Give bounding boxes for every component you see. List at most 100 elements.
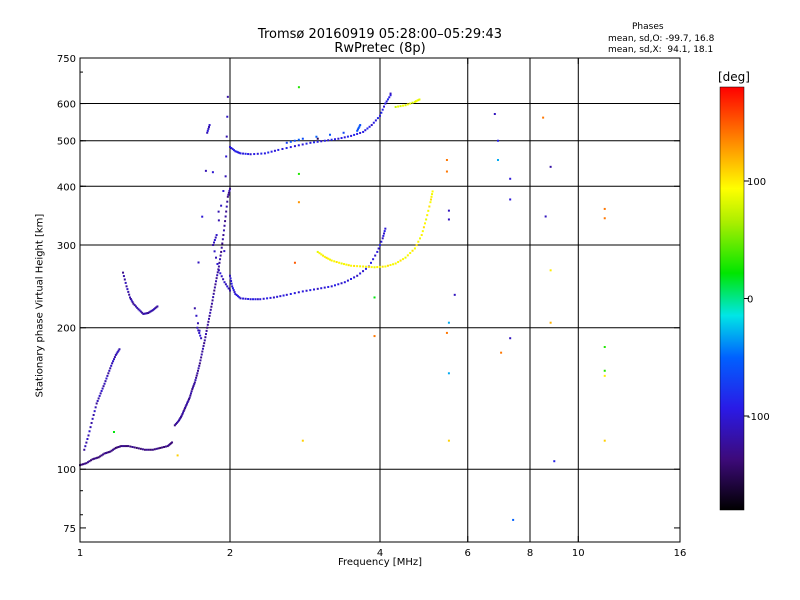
trace-point: [402, 104, 405, 107]
trace-point: [342, 131, 345, 134]
trace-point: [91, 417, 94, 420]
trace-point: [429, 201, 432, 204]
scatter-point: [453, 293, 456, 296]
trace-point: [356, 274, 359, 277]
trace-point: [200, 337, 203, 340]
trace-point: [100, 454, 103, 457]
trace-point: [225, 155, 228, 158]
colorbar-tick-label: 0: [747, 295, 753, 306]
trace-point: [230, 280, 233, 283]
trace-point: [122, 271, 125, 274]
y-tick-label: 400: [57, 182, 76, 193]
trace-point: [247, 153, 250, 156]
trace-point: [301, 137, 304, 140]
trace-point: [184, 405, 187, 408]
trace-point: [222, 278, 225, 281]
trace-point: [166, 445, 169, 448]
trace-point: [316, 250, 319, 253]
trace-point: [313, 141, 316, 144]
data-points-layer: [79, 86, 606, 521]
trace-point: [216, 271, 219, 274]
trace-point: [204, 336, 207, 339]
trace-point: [107, 451, 110, 454]
trace-point: [232, 289, 235, 292]
trace-point: [85, 441, 88, 444]
trace-point: [425, 218, 428, 221]
trace-point: [123, 445, 126, 448]
trace-point: [316, 287, 319, 290]
trace-point: [193, 381, 196, 384]
trace-point: [189, 394, 192, 397]
trace-point: [223, 281, 226, 284]
trace-point: [226, 195, 229, 198]
trace-point: [409, 252, 412, 255]
trace-point: [330, 259, 333, 262]
trace-point: [197, 261, 200, 264]
trace-point: [130, 299, 133, 302]
trace-point: [364, 265, 367, 268]
trace-point: [210, 302, 213, 305]
trace-point: [143, 312, 146, 315]
trace-point: [383, 232, 386, 235]
trace-point: [122, 275, 125, 278]
trace-point: [333, 260, 336, 263]
scatter-point: [447, 218, 450, 221]
trace-point: [318, 252, 321, 255]
trace-point: [228, 189, 231, 192]
trace-point: [80, 463, 83, 466]
trace-point: [182, 411, 185, 414]
trace-point: [316, 140, 319, 143]
trace-point: [193, 307, 196, 310]
trace-point: [95, 402, 98, 405]
trace-point: [147, 448, 150, 451]
trace-point: [88, 460, 91, 463]
trace-point: [372, 258, 375, 261]
trace-point: [358, 125, 361, 128]
trace-point: [229, 289, 231, 292]
trace-point: [242, 152, 245, 155]
scatter-point: [509, 198, 512, 201]
trace-point: [175, 421, 178, 424]
trace-point: [377, 247, 380, 250]
trace-point: [219, 254, 222, 257]
trace-point: [161, 446, 164, 449]
trace-point: [180, 414, 183, 417]
trace-point: [182, 410, 185, 413]
trace-point: [353, 264, 356, 267]
trace-point: [114, 446, 117, 449]
trace-point: [87, 434, 90, 437]
trace-point: [244, 152, 247, 155]
trace-point: [144, 312, 147, 315]
trace-point: [249, 298, 252, 301]
trace-point: [272, 296, 275, 299]
trace-point: [213, 250, 216, 253]
trace-point: [164, 445, 167, 448]
trace-point: [117, 445, 120, 448]
trace-point: [189, 392, 192, 395]
trace-point: [148, 311, 151, 314]
scatter-point: [297, 172, 300, 175]
trace-point: [206, 131, 209, 134]
trace-point: [404, 104, 407, 107]
trace-point: [83, 462, 86, 465]
trace-point: [137, 308, 140, 311]
scatter-point: [603, 374, 606, 377]
trace-point: [221, 242, 224, 245]
trace-point: [343, 281, 346, 284]
trace-point: [389, 94, 392, 97]
trace-point: [149, 448, 152, 451]
trace-point: [260, 152, 263, 155]
trace-point: [266, 297, 269, 300]
trace-point: [428, 205, 431, 208]
scatter-point: [549, 269, 552, 272]
colorbar-tick-label: -100: [747, 412, 770, 423]
trace-point: [201, 215, 204, 218]
trace-point: [259, 298, 262, 301]
trace-point: [337, 137, 340, 140]
trace-point: [364, 129, 367, 132]
trace-point: [200, 356, 203, 359]
scatter-point: [297, 86, 300, 89]
scatter-point: [542, 116, 545, 119]
trace-point: [203, 339, 206, 342]
trace-point: [322, 254, 325, 257]
